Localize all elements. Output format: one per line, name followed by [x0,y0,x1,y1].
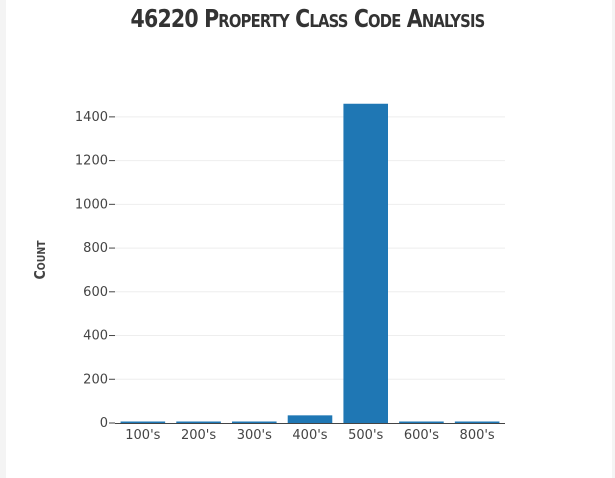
axes: 0 200 400 600 800 1000 1200 1400 100's 200's 300's… [75,110,505,443]
bar-100s[interactable] [120,421,166,424]
bar-800s[interactable] [454,421,500,424]
bar-300s[interactable] [232,421,277,424]
chart-panel [6,0,612,478]
x-tick-label: 500's [348,428,383,443]
gridlines [115,116,505,380]
chart-title: 46220 Property Class Code Analysis [130,4,486,33]
bar-200s[interactable] [176,421,221,424]
y-tick-label: 1400 [75,110,108,125]
x-tick-label: 600's [404,428,439,443]
y-tick-label: 800 [83,241,108,256]
bar-500s[interactable] [343,103,388,423]
y-tick-label: 200 [83,372,108,387]
y-tick-label: 1200 [75,154,108,169]
x-tick-label: 400's [292,428,327,443]
bars [120,103,500,424]
x-tick-label: 100's [125,428,160,443]
x-tick-label: 800's [460,428,495,443]
y-tick-label: 1000 [75,197,108,212]
y-tick-label: 0 [100,416,108,431]
y-tick-label: 600 [83,285,108,300]
x-tick-label: 200's [181,428,216,443]
x-tick-label: 300's [237,428,272,443]
y-tick-label: 400 [83,329,108,344]
bar-400s[interactable] [287,415,333,423]
bar-600s[interactable] [399,421,444,424]
